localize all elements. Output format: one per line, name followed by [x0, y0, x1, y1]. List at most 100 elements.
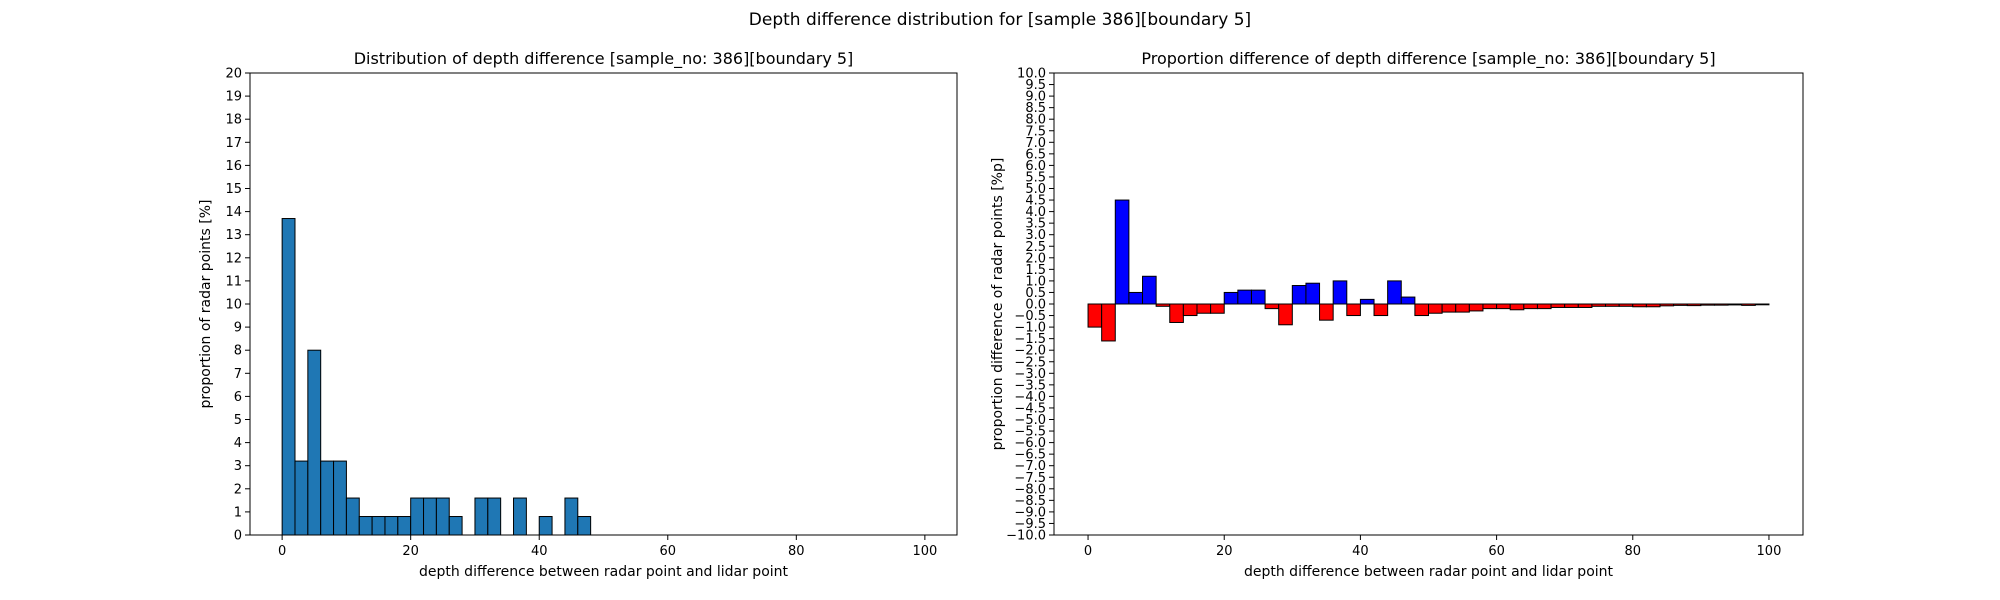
histogram-plot-frame [249, 72, 958, 536]
proportion-difference-x-tick-label: 0 [1084, 544, 1092, 559]
proportion-difference-bar [1468, 303, 1484, 312]
proportion-difference-bar [1713, 303, 1729, 306]
histogram-y-axis-label: proportion of radar points [%] [198, 199, 214, 408]
proportion-difference-y-tick-label: 1.5 [1025, 263, 1046, 278]
histogram-bar [577, 516, 592, 536]
proportion-difference-y-tick-label: 6.0 [1025, 159, 1046, 174]
histogram-x-axis-label: depth difference between radar point and… [419, 564, 789, 580]
proportion-difference-bar [1577, 303, 1593, 308]
proportion-difference-bar [1455, 303, 1470, 313]
proportion-difference-bar [1373, 303, 1389, 317]
proportion-difference-bar [1332, 280, 1348, 305]
histogram-y-tick-label: 1 [234, 505, 242, 520]
proportion-difference-y-tick-label: −8.5 [1014, 494, 1046, 509]
proportion-difference-bar [1128, 291, 1144, 305]
proportion-difference-bar [1591, 303, 1607, 307]
histogram-x-tick-label: 60 [659, 544, 676, 559]
proportion-difference-bar [1645, 303, 1661, 308]
proportion-difference-y-tick-label: −6.0 [1014, 436, 1046, 451]
proportion-difference-y-tick-label: −2.5 [1014, 355, 1046, 370]
figure-suptitle: Depth difference distribution for [sampl… [748, 10, 1252, 30]
proportion-difference-bar [1305, 282, 1321, 305]
histogram-y-tick-label: 13 [225, 228, 242, 243]
histogram-y-tick-label: 10 [225, 298, 242, 313]
proportion-difference-bar [1441, 303, 1457, 313]
histogram-y-tick-label: 6 [234, 390, 242, 405]
proportion-difference-bar [1237, 289, 1252, 305]
proportion-difference-bar [1414, 303, 1430, 317]
histogram-y-tick-label: 9 [234, 321, 242, 336]
histogram-bar [448, 516, 463, 536]
histogram-y-tick-label: 19 [225, 90, 242, 105]
histogram-x-tick-label: 100 [912, 544, 937, 559]
proportion-difference-y-tick-label: 8.0 [1025, 113, 1046, 128]
histogram-title: Distribution of depth difference [sample… [354, 49, 854, 69]
histogram-y-tick-label: 8 [234, 344, 242, 359]
proportion-difference-y-tick-label: 7.0 [1025, 136, 1046, 151]
proportion-difference-chart: Proportion difference of depth differenc… [990, 49, 1804, 580]
proportion-difference-y-tick-label: −5.5 [1014, 425, 1046, 440]
proportion-difference-y-tick-label: −3.5 [1014, 378, 1046, 393]
proportion-difference-y-tick-label: 1.0 [1025, 274, 1046, 289]
histogram-bar [358, 516, 373, 536]
proportion-difference-bar [1632, 303, 1647, 308]
proportion-difference-bar [1727, 303, 1743, 306]
histogram-bar [538, 516, 553, 536]
proportion-difference-bar [1087, 303, 1103, 328]
proportion-difference-bar [1142, 275, 1157, 305]
histogram-x-tick-label: 80 [788, 544, 805, 559]
proportion-difference-bar [1264, 303, 1280, 310]
proportion-difference-y-tick-label: −7.5 [1014, 471, 1046, 486]
proportion-difference-y-tick-label: −6.5 [1014, 448, 1046, 463]
histogram-bar [564, 497, 579, 536]
histogram-y-tick-label: 4 [234, 436, 242, 451]
proportion-difference-bar [1155, 303, 1171, 307]
proportion-difference-y-tick-label: 3.5 [1025, 217, 1046, 232]
proportion-difference-y-tick-label: 5.5 [1025, 170, 1046, 185]
histogram-bar [281, 218, 296, 536]
proportion-difference-y-tick-label: 10.0 [1017, 67, 1046, 82]
proportion-difference-bar [1196, 303, 1212, 314]
histogram-bar [513, 497, 527, 536]
histogram-bar [333, 460, 347, 536]
histogram-bar [384, 516, 399, 536]
proportion-difference-bar [1509, 303, 1525, 311]
proportion-difference-bar [1482, 303, 1498, 310]
histogram-y-tick-label: 18 [225, 113, 242, 128]
proportion-difference-y-axis-label: proportion difference of radar points [%… [990, 158, 1006, 451]
histogram-bar [320, 460, 335, 536]
proportion-difference-bar [1114, 199, 1130, 305]
proportion-difference-x-tick-label: 20 [1216, 544, 1233, 559]
proportion-difference-bar [1319, 303, 1334, 321]
proportion-difference-bar [1250, 289, 1266, 305]
proportion-difference-x-tick-label: 40 [1352, 544, 1369, 559]
histogram-bar [487, 497, 502, 536]
histogram-y-tick-label: 17 [225, 136, 242, 151]
proportion-difference-bar [1346, 303, 1361, 317]
proportion-difference-y-tick-label: −8.0 [1014, 482, 1046, 497]
proportion-difference-y-tick-label: 4.5 [1025, 194, 1046, 209]
histogram-y-tick-label: 16 [225, 159, 242, 174]
proportion-difference-bar [1169, 303, 1184, 323]
proportion-difference-y-tick-label: −7.0 [1014, 459, 1046, 474]
proportion-difference-y-tick-label: 8.5 [1025, 101, 1046, 116]
histogram-bar [371, 516, 386, 536]
proportion-difference-ticks: 0 20 40 60 80 100 −10.0−9.5−9.0−8.5−8.0−7.5−7.… [1006, 67, 1781, 560]
proportion-difference-bar [1754, 303, 1770, 306]
histogram-y-tick-label: 3 [234, 459, 242, 474]
proportion-difference-bar [1741, 303, 1756, 306]
proportion-difference-bar [1278, 303, 1293, 326]
histogram-chart: Distribution of depth difference [sample… [198, 49, 958, 580]
proportion-difference-y-tick-label: 9.0 [1025, 90, 1046, 105]
histogram-y-tick-label: 15 [225, 182, 242, 197]
histogram-y-tick-label: 0 [234, 529, 242, 544]
histogram-bar [294, 460, 309, 536]
proportion-difference-bars [1087, 199, 1770, 342]
proportion-difference-bar [1523, 303, 1538, 310]
proportion-difference-y-tick-label: −0.5 [1014, 309, 1046, 324]
histogram-x-tick-label: 40 [531, 544, 548, 559]
proportion-difference-y-tick-label: 5.0 [1025, 182, 1046, 197]
proportion-difference-bar [1359, 298, 1375, 305]
proportion-difference-y-tick-label: −5.0 [1014, 413, 1046, 428]
